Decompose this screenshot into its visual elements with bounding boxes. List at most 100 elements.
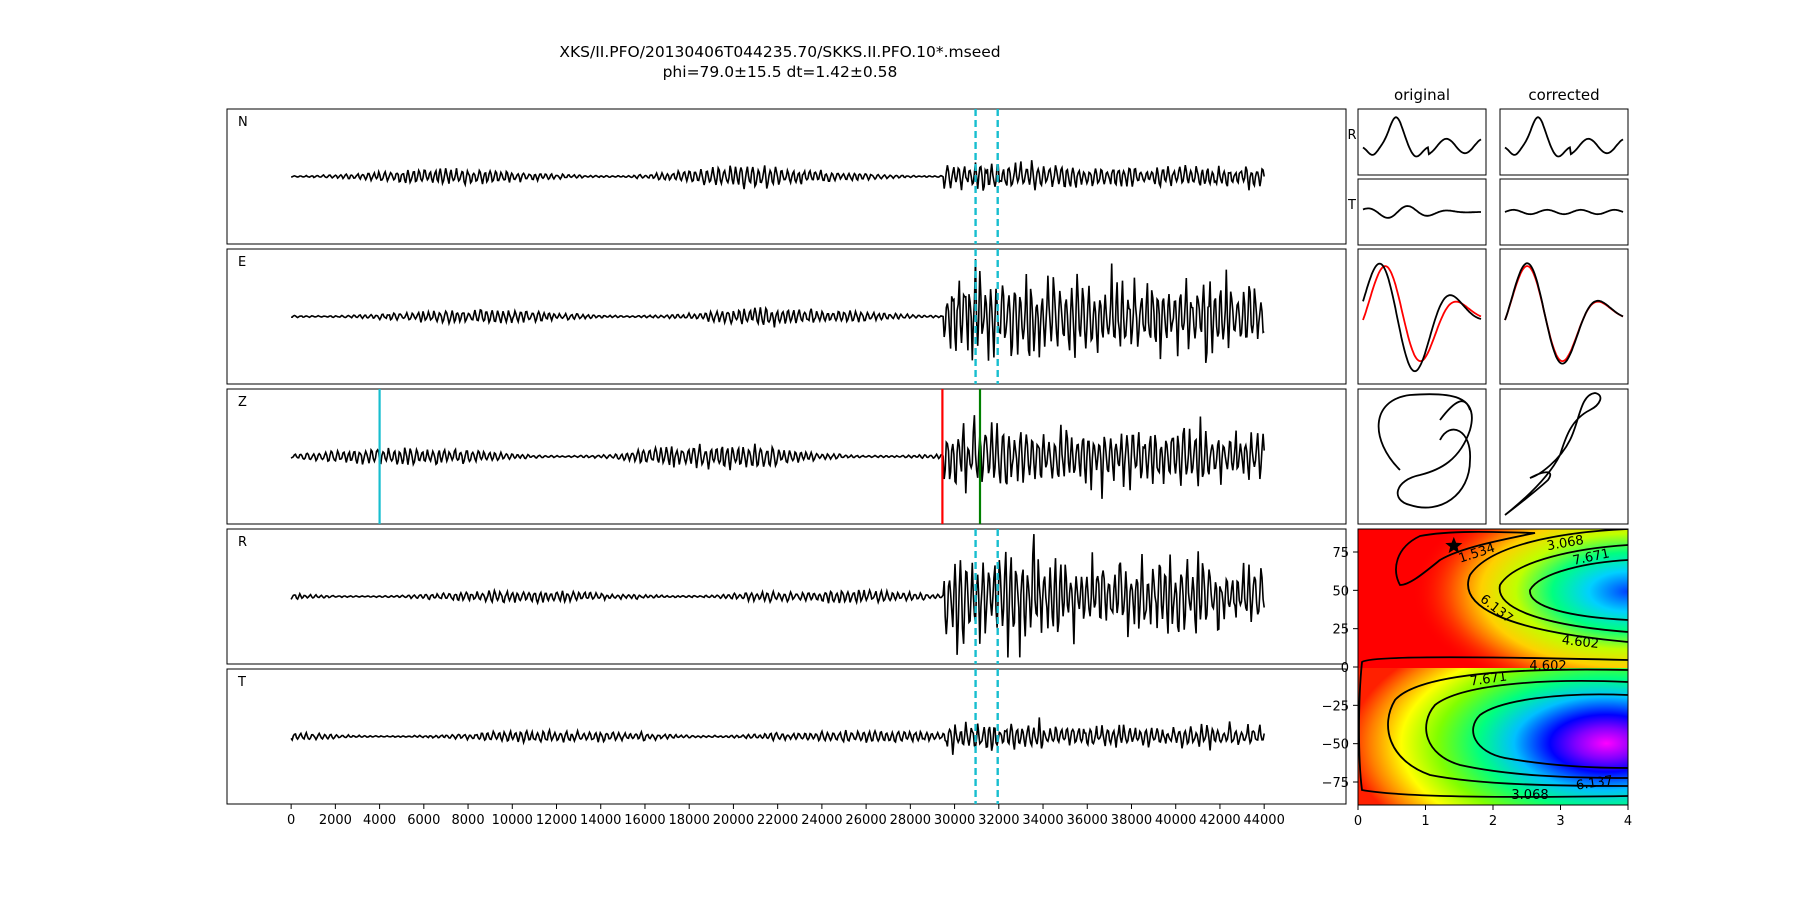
phi-tick-label: −75	[1322, 776, 1349, 791]
transverse-waveform	[1362, 205, 1481, 219]
x-tick-label: 36000	[1067, 813, 1108, 828]
slow-component-waveform	[1362, 262, 1482, 373]
x-tick-label: 16000	[624, 813, 665, 828]
x-tick-label: 30000	[934, 813, 975, 828]
small-panel-frame	[1499, 248, 1629, 385]
x-tick-label: 44000	[1243, 813, 1284, 828]
x-tick-label: 10000	[492, 813, 533, 828]
contour-label: 7.671	[1469, 670, 1508, 690]
x-tick-label: 6000	[407, 813, 440, 828]
small-panel-frame	[1499, 178, 1629, 246]
particle-motion-corrected	[1504, 392, 1602, 516]
transverse-waveform	[1504, 208, 1624, 216]
contour-upper-2	[1498, 544, 1628, 633]
contour-upper-3	[1529, 559, 1628, 621]
col-title-original: original	[1394, 86, 1450, 104]
dt-tick-label: 0	[1354, 814, 1362, 829]
seismogram-trace	[291, 160, 1265, 191]
x-tick-label: 34000	[1022, 813, 1063, 828]
particle-motion-original	[1377, 393, 1473, 509]
x-tick-label: 24000	[801, 813, 842, 828]
dt-tick-label: 4	[1624, 814, 1632, 829]
small-panel-frame	[1357, 248, 1487, 385]
contour-label: 6.137	[1575, 774, 1614, 794]
contour-label: 3.068	[1511, 788, 1548, 803]
x-tick-label: 14000	[580, 813, 621, 828]
trace-label: N	[238, 115, 248, 130]
panel-frame	[226, 528, 1347, 665]
phi-tick-label: 75	[1332, 546, 1349, 561]
seismogram-trace	[290, 717, 1265, 755]
phi-tick-label: −50	[1322, 738, 1349, 753]
trace-label: E	[238, 255, 246, 270]
small-panel-frame	[1499, 388, 1629, 525]
contour-lower-2	[1387, 668, 1628, 787]
x-tick-label: 42000	[1199, 813, 1240, 828]
panel-frame	[226, 668, 1347, 805]
small-panel-frame	[1357, 178, 1487, 246]
trace-x-axis: 0 2000 4000 6000 8000 10000 12000 14000 16000 180…	[287, 804, 1285, 828]
error-surface-axes: 0 1 2 3 4 75 50 25 0 −25 −50 −75	[1322, 546, 1633, 829]
col-title-corrected: corrected	[1528, 86, 1599, 104]
trace-panel-N: N	[226, 108, 1347, 245]
x-tick-label: 2000	[319, 813, 352, 828]
x-tick-label: 4000	[363, 813, 396, 828]
x-tick-label: 12000	[536, 813, 577, 828]
x-tick-label: 0	[287, 813, 295, 828]
row-label-T: T	[1347, 198, 1356, 213]
contour-label: 3.068	[1546, 533, 1585, 554]
contour-label: 4.602	[1529, 659, 1566, 674]
seismogram-trace	[291, 259, 1265, 363]
waveform-comparison-panels	[1357, 108, 1629, 525]
contour-lower-1	[1358, 656, 1628, 798]
figure-subtitle: phi=79.0±15.5 dt=1.42±0.58	[663, 63, 898, 81]
contour-lower-3	[1425, 680, 1628, 779]
slow-component-waveform	[1504, 262, 1624, 365]
x-tick-label: 26000	[845, 813, 886, 828]
dt-tick-label: 1	[1421, 814, 1429, 829]
panel-frame	[226, 108, 1347, 245]
radial-waveform	[1504, 116, 1624, 158]
dt-tick-label: 2	[1489, 814, 1497, 829]
x-tick-label: 20000	[713, 813, 754, 828]
error-surface: 1.534 3.0687.6716.1374.6024.6027.6716.137…	[1322, 528, 1633, 829]
small-panel-frame	[1499, 108, 1629, 176]
row-label-R: R	[1347, 128, 1356, 143]
contour-label: 4.602	[1561, 633, 1600, 652]
phi-tick-label: 25	[1332, 623, 1349, 638]
trace-label: T	[237, 675, 246, 690]
small-panel-frame	[1357, 388, 1487, 525]
phi-tick-label: −25	[1322, 699, 1349, 714]
dt-tick-label: 3	[1556, 814, 1564, 829]
trace-panel-E: E	[226, 248, 1347, 385]
x-tick-label: 32000	[978, 813, 1019, 828]
panel-frame	[226, 248, 1347, 385]
seismogram-trace	[290, 415, 1265, 499]
contour-upper-1	[1467, 529, 1628, 643]
x-tick-label: 18000	[669, 813, 710, 828]
phi-tick-label: 50	[1332, 584, 1349, 599]
x-tick-label: 8000	[452, 813, 485, 828]
fast-component-waveform	[1362, 265, 1482, 363]
trace-label: Z	[238, 395, 247, 410]
fast-component-waveform	[1504, 265, 1624, 363]
trace-panel-T: T	[226, 668, 1347, 805]
panel-frame	[226, 388, 1347, 525]
x-tick-label: 40000	[1155, 813, 1196, 828]
trace-panels: N E Z R T	[226, 108, 1347, 805]
x-tick-label: 28000	[890, 813, 931, 828]
trace-panel-Z: Z	[226, 388, 1347, 525]
contour-lower-4	[1472, 693, 1628, 769]
x-tick-label: 38000	[1111, 813, 1152, 828]
contour-1534	[1395, 530, 1536, 586]
x-tick-label: 22000	[757, 813, 798, 828]
seismogram-trace	[290, 534, 1265, 658]
best-fit-star-icon	[1445, 536, 1463, 554]
phi-tick-label: 0	[1341, 661, 1349, 676]
figure-title: XKS/II.PFO/20130406T044235.70/SKKS.II.PF…	[559, 43, 1000, 61]
trace-panel-R: R	[226, 528, 1347, 665]
small-panel-frame	[1357, 108, 1487, 176]
trace-label: R	[238, 535, 247, 550]
radial-waveform	[1362, 116, 1482, 158]
